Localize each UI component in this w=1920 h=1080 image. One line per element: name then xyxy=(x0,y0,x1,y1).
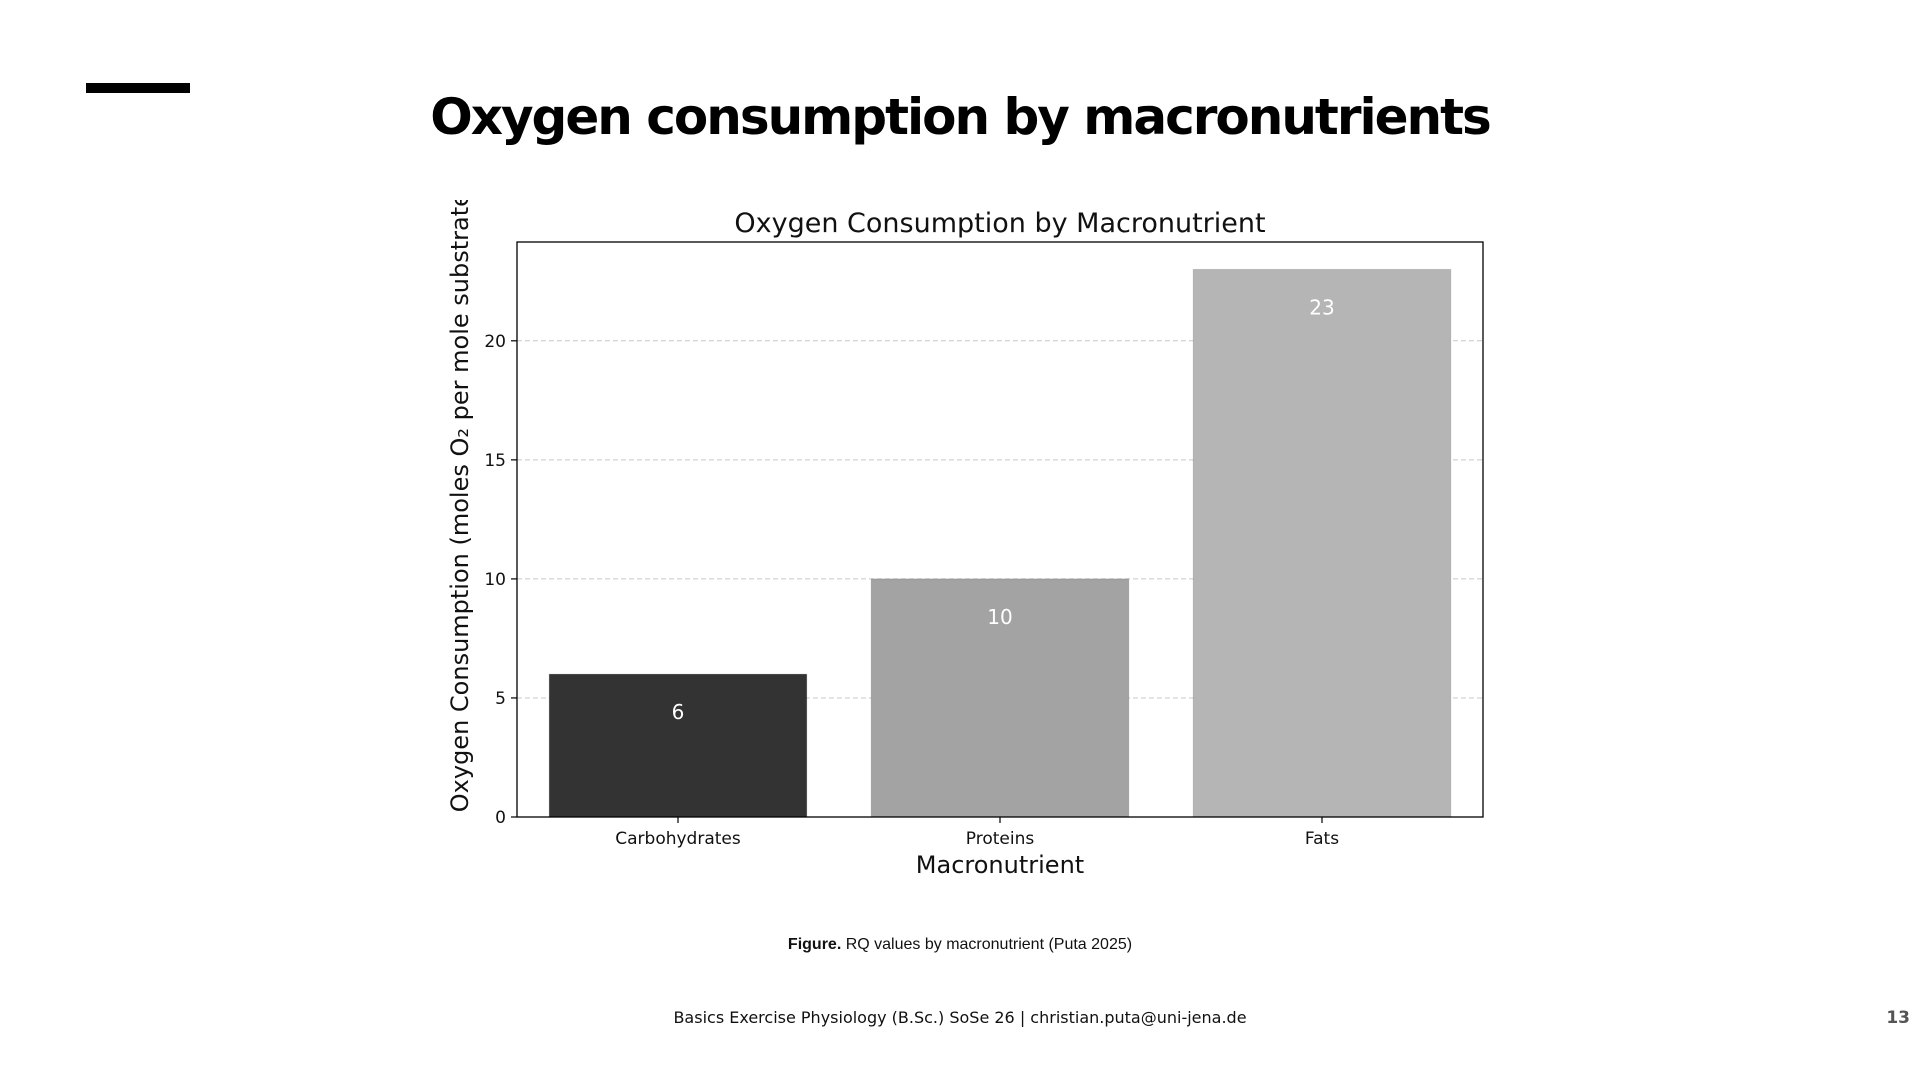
bar-fats xyxy=(1192,268,1452,818)
y-tick-label: 0 xyxy=(495,808,506,828)
y-tick-label: 15 xyxy=(484,451,506,471)
bar-chart: Oxygen Consumption by Macronutrient Macr… xyxy=(446,200,1484,879)
caption-prefix: Figure. xyxy=(787,936,842,953)
data-labels: 6 10 23 xyxy=(672,295,1335,724)
x-axis-ticks: Carbohydrates Proteins Fats xyxy=(615,817,1339,849)
page-number: 13 xyxy=(1886,1008,1910,1028)
y-axis-ticks: 0 5 10 15 20 xyxy=(484,332,517,828)
y-tick-label: 10 xyxy=(484,570,506,590)
y-tick-label: 20 xyxy=(484,332,506,352)
plot-frame xyxy=(516,241,1484,818)
slide-title: Oxygen consumption by macronutrients xyxy=(430,88,1492,146)
footer-text: Basics Exercise Physiology (B.Sc.) SoSe … xyxy=(673,1008,1247,1027)
x-axis-label: Macronutrient xyxy=(916,851,1084,879)
x-tick-label: Fats xyxy=(1305,829,1339,849)
data-label: 6 xyxy=(672,700,685,724)
bar-carbohydrates xyxy=(548,673,808,818)
y-axis-label: Oxygen Consumption (moles O₂ per mole su… xyxy=(446,200,474,812)
x-tick-label: Carbohydrates xyxy=(615,829,741,849)
x-tick-label: Proteins xyxy=(966,829,1035,849)
data-label: 10 xyxy=(987,605,1012,629)
caption-text: RQ values by macronutrient (Puta 2025) xyxy=(841,936,1133,953)
data-label: 23 xyxy=(1309,295,1334,319)
bars xyxy=(548,268,1452,818)
bar-proteins xyxy=(870,578,1130,818)
figure-caption: Figure. RQ values by macronutrient (Puta… xyxy=(0,936,1920,954)
chart-title: Oxygen Consumption by Macronutrient xyxy=(734,208,1265,239)
y-tick-label: 5 xyxy=(495,689,506,709)
title-accent-bar xyxy=(86,83,190,93)
